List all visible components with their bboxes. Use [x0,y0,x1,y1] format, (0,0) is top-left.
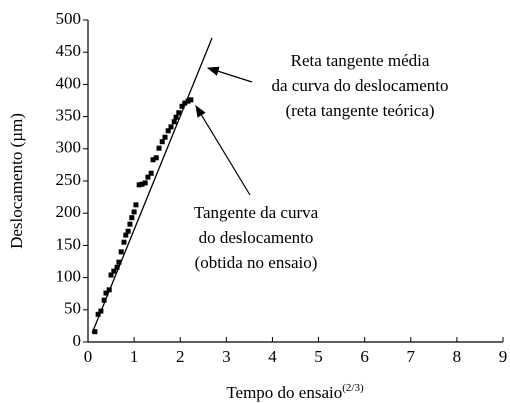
point [162,134,168,140]
point [114,264,120,270]
x-tick-label: 3 [222,347,231,366]
x-tick-label: 5 [314,347,323,366]
x-axis-label-superscript: (2/3) [342,382,364,394]
y-tick-label: 400 [56,73,82,92]
point [159,139,165,145]
point [103,290,109,296]
point [165,128,171,134]
arrow [206,66,253,83]
point [182,100,188,106]
x-tick-label: 9 [499,347,508,366]
y-tick-label: 350 [56,106,82,125]
point [150,157,156,163]
annotation: do deslocamento [199,228,314,247]
point [129,215,135,221]
x-axis-label: Tempo do ensaio(2/3) [226,382,364,402]
point [125,228,131,234]
y-axis-label: Deslocamento (µm) [7,113,26,249]
point [156,145,162,151]
y-tick-label: 450 [56,41,82,60]
tangent-line [91,37,213,334]
point [171,119,177,125]
arrow [195,104,251,196]
point [136,182,142,188]
x-tick-label: 2 [176,347,185,366]
point [173,114,179,120]
point [121,239,127,245]
annotation: Reta tangente média [291,51,430,70]
point [101,297,107,303]
point [133,202,139,208]
y-tick-label: 250 [56,170,82,189]
x-tick-label: 1 [130,347,139,366]
point [127,221,133,227]
point [131,209,137,215]
point [108,272,114,278]
x-tick-label: 6 [360,347,369,366]
point [179,103,185,109]
annotation: (reta tangente teórica) [285,101,434,120]
point [188,97,194,103]
x-axis-label-main: Tempo do ensaio [226,383,342,402]
point [153,155,159,161]
annotation: (obtida no ensaio) [195,253,318,272]
point [95,311,101,317]
y-tick-label: 150 [56,234,82,253]
point [123,232,129,238]
annotation: Tangente da curva [194,203,319,222]
point [185,98,191,104]
y-tick-label: 100 [56,267,82,286]
point [176,110,182,116]
y-tick-label: 500 [56,9,82,28]
y-tick-label: 200 [56,202,82,221]
point [92,329,98,335]
point [145,174,151,180]
y-tick-label: 50 [64,299,81,318]
point [168,124,174,130]
x-tick-label: 7 [407,347,416,366]
y-tick-label: 300 [56,138,82,157]
x-tick-label: 4 [268,347,277,366]
x-tick-label: 0 [84,347,93,366]
point [116,259,122,265]
x-tick-label: 8 [453,347,462,366]
y-tick-label: 0 [73,331,82,350]
point [142,180,148,186]
point [118,249,124,255]
point [111,268,117,274]
point [148,170,154,176]
annotation: da curva do deslocamento [271,76,448,95]
point [139,181,145,187]
